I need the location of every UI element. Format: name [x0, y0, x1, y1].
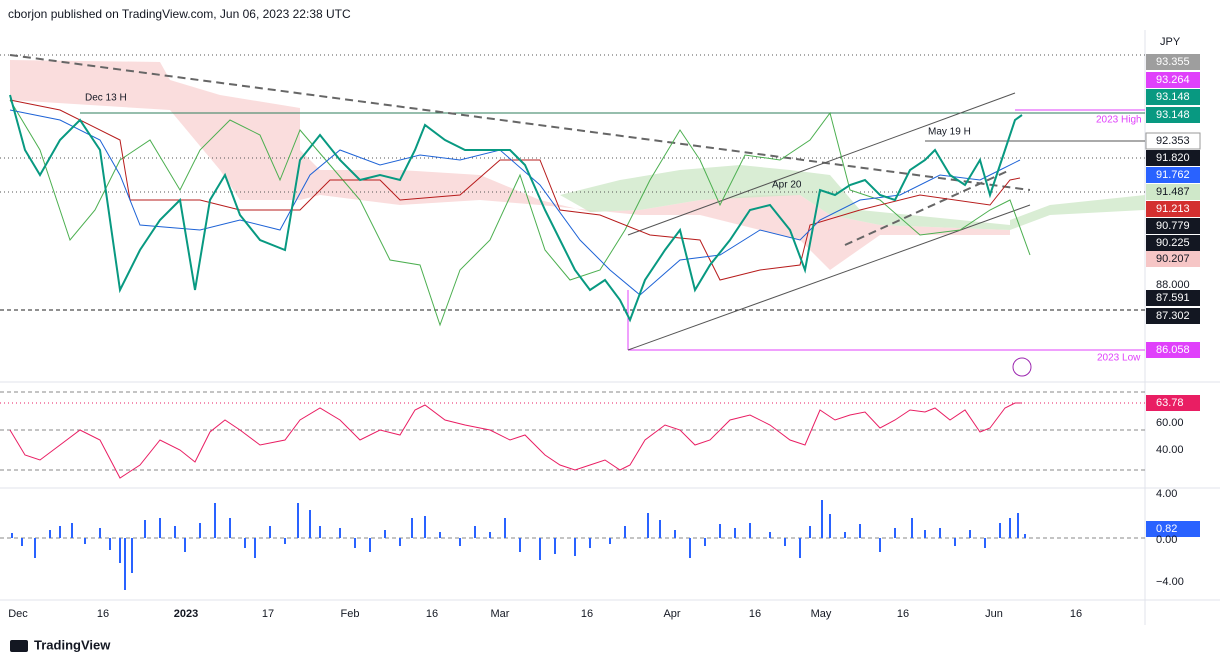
tenkan-line: [9, 109, 1021, 296]
axis-label: 0.00: [1156, 534, 1177, 546]
annotation: Apr 20: [772, 180, 802, 191]
x-label: 16: [897, 608, 909, 620]
x-label: May: [811, 608, 832, 620]
annotation: 2023 High: [1096, 115, 1142, 126]
axis-label: 90.779: [1156, 220, 1190, 232]
event-icon: [1012, 357, 1032, 377]
axis-tag-bg: [1146, 395, 1200, 411]
axis-label: 4.00: [1156, 488, 1177, 500]
axis-tag-bg: [1146, 218, 1200, 234]
axis-tag-bg: [1146, 290, 1200, 306]
x-label: Feb: [341, 608, 360, 620]
axis-label: 63.78: [1156, 397, 1184, 409]
x-label: 16: [1070, 608, 1082, 620]
x-label: Apr: [663, 608, 680, 620]
x-label: 17: [262, 608, 274, 620]
price-labels: 93.355 93.264 93.148 93.148 92.353 91.820 91.7…: [1145, 54, 1201, 588]
axis-tag-bg: [1146, 89, 1200, 105]
chikou-line: [9, 99, 1031, 327]
macd-bars: [11, 500, 1026, 590]
trend-line: [9, 54, 1031, 191]
annotation: 2023 Low: [1097, 353, 1141, 364]
axis-label: 90.207: [1156, 253, 1190, 265]
annotation: May 19 H: [928, 127, 971, 138]
axis-tag-bg: [1145, 132, 1201, 150]
footer-brand: TradingView: [34, 637, 111, 652]
axis-label: 86.058: [1156, 344, 1190, 356]
kijun-line: [9, 99, 1021, 281]
axis-label: 91.762: [1156, 169, 1190, 181]
trend-line: [844, 169, 1011, 246]
axis-tag-bg: [1146, 342, 1200, 358]
axis-tag-bg: [1146, 184, 1200, 200]
channel-line: [627, 204, 1031, 351]
x-label: 2023: [174, 608, 198, 620]
axis-label: 91.487: [1156, 186, 1190, 198]
axis-label: 60.00: [1156, 417, 1184, 429]
axis-label: 90.225: [1156, 237, 1190, 249]
price-path: [9, 94, 1023, 323]
x-label: 16: [426, 608, 438, 620]
axis-label: 93.148: [1156, 91, 1190, 103]
axis-label: 0.82: [1156, 523, 1177, 535]
x-label: 16: [581, 608, 593, 620]
rsi-path: [9, 402, 1022, 479]
brand-logo: [10, 640, 28, 652]
x-label: Dec: [8, 608, 28, 620]
x-labels: Dec 16 2023 17 Feb 16 Mar 16 Apr 16 May 16 Jun 16: [8, 608, 1082, 620]
axis-tag-bg: [1146, 521, 1200, 537]
axis-label: 87.591: [1156, 292, 1190, 304]
annotation: Dec 13 H: [85, 93, 127, 104]
x-label: 16: [749, 608, 761, 620]
axis-tag-bg: [1146, 201, 1200, 217]
axis-label: 93.264: [1156, 74, 1190, 86]
axis-tag-bg: [1146, 167, 1200, 183]
axis-tag-bg: [1146, 72, 1200, 88]
axis-label: 93.148: [1156, 109, 1190, 121]
axis-label: −4.00: [1156, 576, 1184, 588]
x-label: Jun: [985, 608, 1003, 620]
axis-tag-bg: [1146, 308, 1200, 324]
axis-label: 92.353: [1156, 135, 1190, 147]
cloud-green: [560, 165, 1145, 230]
axis-label: 88.000: [1156, 279, 1190, 291]
axis-label: 91.820: [1156, 152, 1190, 164]
axis-tag-bg: [1146, 251, 1200, 267]
x-label: 16: [97, 608, 109, 620]
axis-label: 87.302: [1156, 310, 1190, 322]
x-label: Mar: [491, 608, 510, 620]
currency-label: JPY: [1160, 36, 1181, 48]
axis-tag-bg: [1146, 54, 1200, 70]
axis-label: 93.355: [1156, 56, 1190, 68]
header: cborjon published on TradingView.com, Ju…: [8, 7, 351, 21]
axis-tag-bg: [1146, 107, 1200, 123]
axis-label: 40.00: [1156, 444, 1184, 456]
axis-tag-bg: [1146, 235, 1200, 251]
axis-label: 91.213: [1156, 203, 1190, 215]
axis-tag-bg: [1146, 150, 1200, 166]
channel-line: [627, 92, 1016, 236]
